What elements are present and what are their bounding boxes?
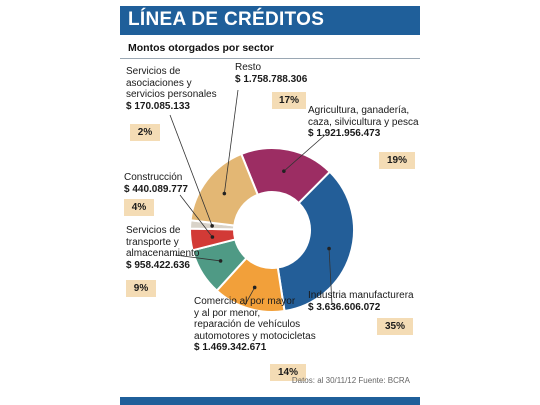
pct-construccion: 4%	[124, 199, 154, 216]
label-resto: Resto $ 1.758.788.306	[235, 62, 307, 85]
slice-value: $ 1.469.342.671	[194, 342, 267, 353]
chart-subtitle: Montos otorgados por sector	[128, 42, 274, 54]
slice-value: $ 958.422.636	[126, 259, 190, 271]
slice-value: $ 3.636.606.072	[308, 301, 381, 313]
slice-value: $ 170.085.133	[126, 100, 190, 112]
slice-name-line: almacenamiento	[126, 248, 200, 259]
leader-line	[169, 114, 213, 227]
donut-slice	[189, 152, 260, 227]
header-bar: LÍNEA DE CRÉDITOS	[120, 6, 420, 35]
slice-name-line: y al por menor,	[194, 307, 261, 319]
slice-value: $ 1.921.956.473	[308, 128, 381, 139]
leader-line	[179, 194, 213, 238]
pct-agricultura: 19%	[379, 152, 415, 169]
slice-name-line: automotores y motocicletas	[194, 330, 316, 342]
pct-resto: 17%	[272, 92, 306, 109]
label-servicios-asociaciones: Servicios de asociaciones y servicios pe…	[126, 66, 217, 112]
infographic-title: LÍNEA DE CRÉDITOS	[128, 9, 325, 30]
leader-line	[328, 248, 333, 306]
slice-name-line: asociaciones y	[126, 77, 192, 89]
donut-chart	[169, 89, 355, 313]
leader-dot	[327, 246, 331, 251]
leader-line	[244, 287, 256, 306]
slice-name-line: Resto	[235, 62, 262, 73]
pct-servicios-asociaciones: 2%	[130, 124, 160, 141]
leader-dot	[222, 191, 227, 196]
slice-name-line: transporte y	[126, 236, 179, 248]
leader-line	[223, 89, 239, 194]
label-agricultura: Agricultura, ganadería, caza, silvicultu…	[308, 105, 419, 140]
leader-dot	[282, 169, 286, 173]
slice-name-line: Agricultura, ganadería,	[308, 105, 410, 116]
label-comercio: Comercio al por mayor y al por menor, re…	[194, 296, 316, 354]
pct-transporte: 9%	[126, 280, 156, 297]
slice-value: $ 440.089.777	[124, 183, 188, 195]
footer-bar	[120, 397, 420, 405]
leader-dot	[218, 259, 223, 263]
label-industria: Industria manufacturera $ 3.636.606.072	[308, 290, 414, 313]
subtitle-divider	[120, 58, 420, 59]
label-transporte: Servicios de transporte y almacenamiento…	[126, 225, 199, 271]
leader-dot	[210, 224, 214, 228]
pct-industria: 35%	[377, 318, 413, 335]
slice-name-line: Servicios de	[126, 225, 181, 236]
slice-name-line: servicios personales	[126, 89, 217, 100]
leader-dot	[252, 285, 257, 290]
source-note: Datos: al 30/11/12 Fuente: BCRA	[291, 376, 410, 385]
leader-line	[174, 254, 221, 262]
slice-name-line: Servicios de	[126, 66, 181, 77]
infographic-panel: LÍNEA DE CRÉDITOS Montos otorgados por s…	[120, 0, 420, 405]
donut-slice	[276, 170, 355, 313]
slice-value: $ 1.758.788.306	[235, 73, 308, 85]
label-construccion: Construcción $ 440.089.777	[124, 172, 188, 195]
slice-name-line: Industria manufacturera	[308, 290, 414, 301]
pct-comercio: 14%	[270, 364, 306, 381]
slice-name-line: reparación de vehículos	[194, 319, 301, 330]
slice-name-line: caza, silvicultura y pesca	[308, 116, 419, 128]
slice-name-line: Construcción	[124, 172, 183, 183]
slice-name-line: Comercio al por mayor	[194, 296, 296, 307]
leader-dot	[210, 235, 215, 239]
leader-line	[283, 134, 326, 172]
